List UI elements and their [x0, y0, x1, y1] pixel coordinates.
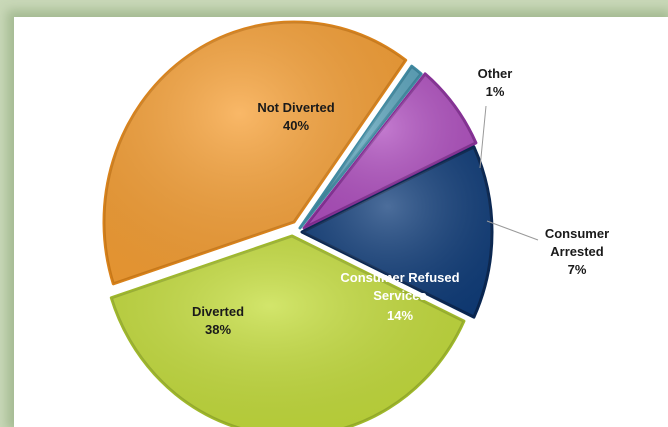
pie-slices	[102, 20, 494, 427]
label-arrested-pct: 7%	[568, 262, 587, 277]
leader-line-other	[479, 105, 487, 169]
label-other-pct: 1%	[486, 84, 505, 99]
label-diverted-name: Diverted	[192, 304, 244, 319]
leader-line-arrested	[486, 220, 539, 241]
label-arrested-line1: Consumer	[545, 226, 609, 241]
label-diverted-pct: 38%	[205, 322, 231, 337]
label-refused-line2: Services	[373, 288, 427, 303]
label-arrested-line2: Arrested	[550, 244, 604, 259]
slice-other-highlight	[300, 66, 422, 229]
label-refused-pct: 14%	[387, 308, 413, 323]
slice-not-diverted-highlight	[104, 21, 406, 284]
label-refused-line1: Consumer Refused	[340, 270, 459, 285]
slice-consumer-refused-services-highlight	[302, 146, 492, 318]
slice-consumer-arrested-highlight	[304, 73, 476, 228]
label-not-diverted-name: Not Diverted	[257, 100, 334, 115]
label-other-name: Other	[478, 66, 513, 81]
label-not-diverted-pct: 40%	[283, 118, 309, 133]
slice-diverted-highlight	[111, 236, 464, 427]
